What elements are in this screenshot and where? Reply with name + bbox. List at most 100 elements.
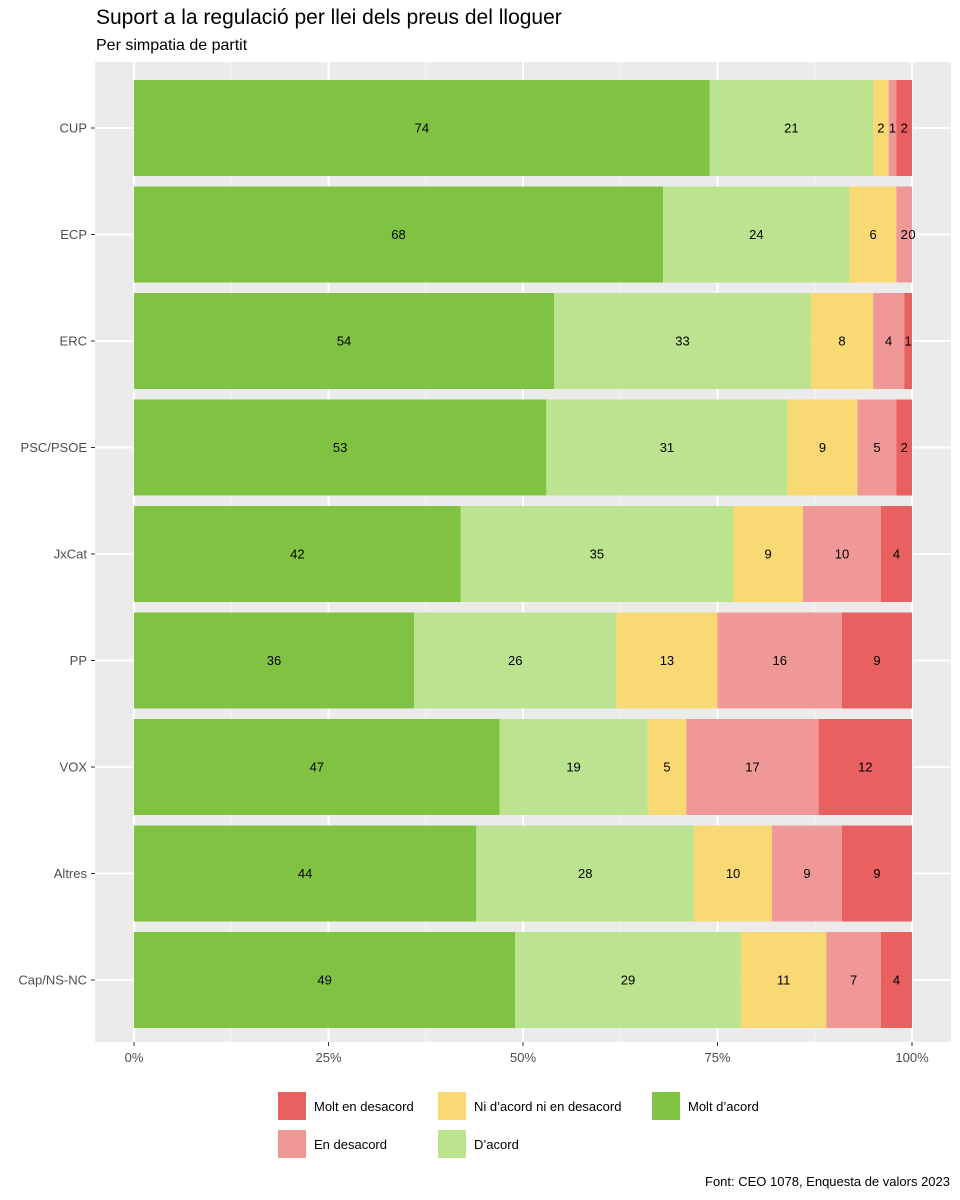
- data-label: 10: [726, 866, 740, 881]
- data-label: 7: [850, 973, 857, 988]
- x-tick-label: 50%: [510, 1050, 536, 1065]
- bar-segment: [810, 293, 874, 389]
- legend-swatch: [652, 1092, 680, 1120]
- bar-segment: [134, 719, 500, 815]
- bar-segment: [134, 80, 710, 176]
- bar-segment: [873, 293, 905, 389]
- data-label: 12: [858, 760, 872, 775]
- y-tick-label: CUP: [60, 121, 87, 136]
- bar-segment: [771, 825, 842, 922]
- data-label: 11: [777, 973, 791, 988]
- data-label: 9: [764, 547, 771, 562]
- y-tick-label: VOX: [60, 760, 88, 775]
- bar-segment: [803, 506, 881, 602]
- bar-segment: [841, 825, 912, 922]
- x-tick-label: 75%: [704, 1050, 730, 1065]
- data-label: 9: [803, 866, 810, 881]
- x-tick-label: 100%: [895, 1050, 929, 1065]
- legend: Molt en desacord En desacord Ni d’acord ni…: [278, 1090, 838, 1164]
- y-tick-label: ECP: [60, 227, 87, 242]
- data-label: 26: [508, 653, 522, 668]
- data-label: 53: [333, 440, 347, 455]
- data-label: 4: [893, 973, 900, 988]
- bar-segment: [134, 293, 555, 389]
- data-label: 1: [889, 121, 896, 136]
- bar-segment: [414, 612, 617, 709]
- data-label: 9: [873, 653, 880, 668]
- data-label: 4: [885, 334, 892, 349]
- bar-segment: [134, 825, 477, 922]
- y-tick-label: PP: [70, 653, 87, 668]
- data-label: 13: [660, 653, 674, 668]
- legend-swatch: [438, 1092, 466, 1120]
- bar-segment: [647, 719, 687, 815]
- bar-segment: [686, 719, 819, 815]
- bar-segment: [134, 932, 516, 1028]
- data-label: 4: [893, 547, 900, 562]
- data-label: 16: [773, 653, 787, 668]
- x-tick-label: 25%: [315, 1050, 341, 1065]
- chart-subtitle: Per simpatia de partit: [96, 37, 248, 54]
- bar-segment: [476, 825, 695, 922]
- data-label: 74: [415, 121, 429, 136]
- data-label: 36: [267, 653, 281, 668]
- data-label: 68: [391, 227, 405, 242]
- y-tick-label: JxCat: [54, 547, 88, 562]
- legend-swatch: [278, 1092, 306, 1120]
- data-label: 9: [873, 866, 880, 881]
- data-label: 2: [901, 440, 908, 455]
- bar-segment: [733, 506, 804, 602]
- data-label: 2: [901, 227, 908, 242]
- bar-segment: [873, 80, 889, 176]
- bar-segment: [904, 293, 912, 389]
- legend-item: Molt en desacord: [278, 1092, 414, 1120]
- data-label: 29: [621, 973, 635, 988]
- bar-segment: [888, 80, 897, 176]
- bar-segment: [896, 186, 912, 283]
- data-label: 28: [578, 866, 592, 881]
- data-label: 24: [749, 227, 763, 242]
- legend-label: D’acord: [474, 1136, 519, 1152]
- data-label: 47: [310, 760, 324, 775]
- data-label: 2: [877, 121, 884, 136]
- bar-segment: [896, 399, 912, 496]
- data-label: 17: [745, 760, 759, 775]
- data-label: 44: [298, 866, 312, 881]
- chart-title: Suport a la regulació per llei dels preu…: [96, 6, 562, 29]
- data-label: 10: [835, 547, 849, 562]
- bar-segment: [460, 506, 734, 602]
- legend-label: En desacord: [314, 1136, 387, 1152]
- bar-segment: [880, 932, 912, 1028]
- data-label: 42: [290, 547, 304, 562]
- bar-segment: [880, 506, 912, 602]
- data-label: 0: [908, 227, 915, 242]
- bar-segment: [616, 612, 718, 709]
- bar-segment: [857, 399, 897, 496]
- data-label: 19: [566, 760, 580, 775]
- bar-segment: [717, 612, 842, 709]
- legend-item: Ni d’acord ni en desacord: [438, 1092, 621, 1120]
- bar-segment: [740, 932, 827, 1028]
- bar-segment: [134, 186, 664, 283]
- bar-segment: [663, 186, 850, 283]
- bar-segment: [515, 932, 741, 1028]
- legend-item: Molt d’acord: [652, 1092, 759, 1120]
- bar-segment: [694, 825, 772, 922]
- bar-segment: [787, 399, 858, 496]
- legend-label: Molt d’acord: [688, 1098, 759, 1114]
- legend-swatch: [438, 1130, 466, 1158]
- bar-segment: [134, 506, 461, 602]
- legend-item: En desacord: [278, 1130, 387, 1158]
- chart-caption: Font: CEO 1078, Enquesta de valors 2023: [705, 1174, 950, 1189]
- bar-segment: [546, 399, 788, 496]
- bar-segment: [841, 612, 912, 709]
- bar-segment: [896, 80, 912, 176]
- data-label: 6: [869, 227, 876, 242]
- bar-segment: [554, 293, 811, 389]
- data-label: 1: [904, 334, 911, 349]
- data-label: 54: [337, 334, 351, 349]
- y-tick-label: ERC: [60, 334, 87, 349]
- data-label: 5: [663, 760, 670, 775]
- bar-segment: [499, 719, 648, 815]
